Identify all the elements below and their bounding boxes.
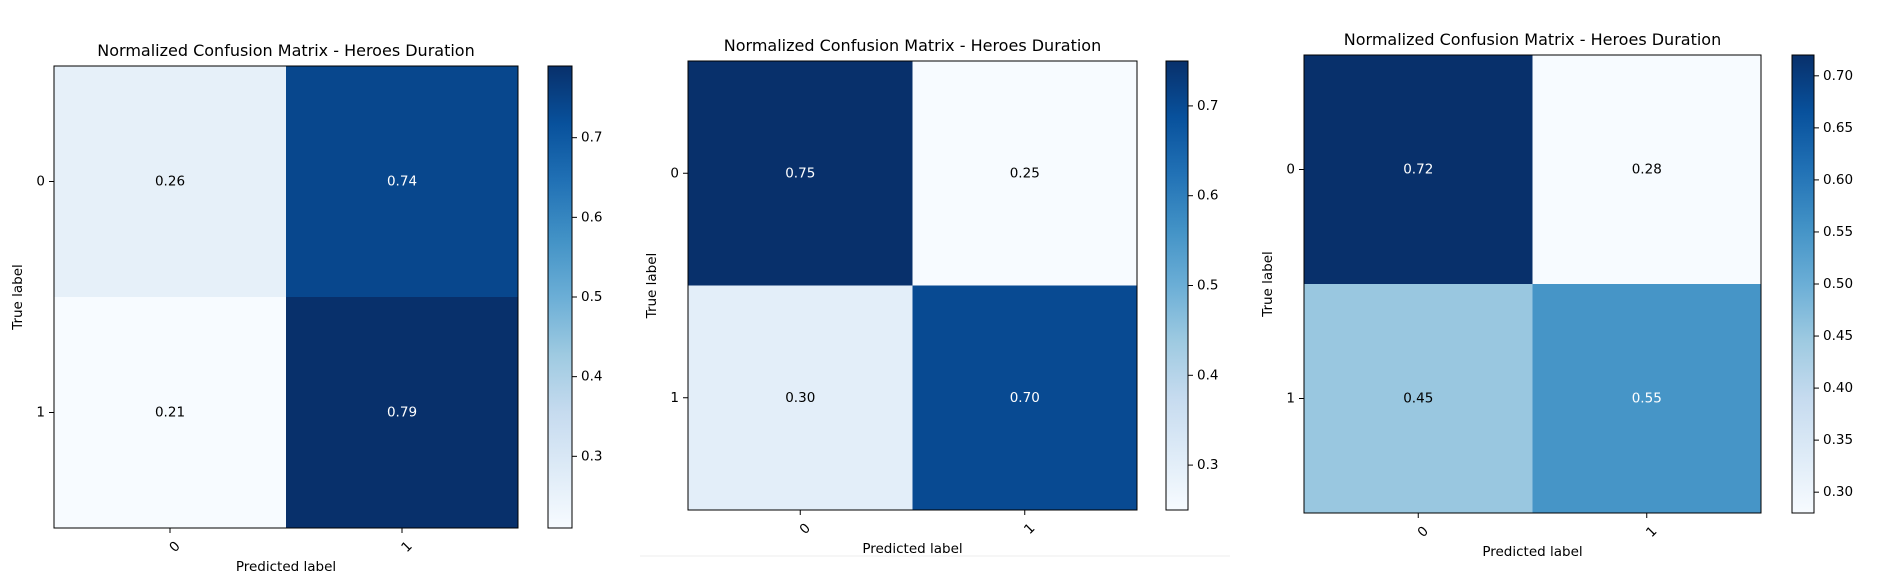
cell-value-label: 0.30 xyxy=(785,390,815,406)
colorbar-tick-label: 0.50 xyxy=(1823,276,1853,292)
matrix-cell xyxy=(912,61,1137,286)
x-tick-label: 0 xyxy=(166,538,183,555)
matrix-cell xyxy=(54,297,286,528)
matrix-cell xyxy=(286,297,518,528)
matrix-cell xyxy=(688,61,913,286)
colorbar-tick-label: 0.5 xyxy=(581,289,602,305)
y-tick-label: 1 xyxy=(670,390,679,406)
x-tick-label: 1 xyxy=(398,538,415,555)
x-tick-label: 1 xyxy=(1643,523,1660,540)
y-tick-label: 0 xyxy=(670,165,679,181)
colorbar-tick-label: 0.6 xyxy=(581,209,602,225)
y-axis-label: True label xyxy=(644,253,660,320)
colorbar-tick-label: 0.4 xyxy=(1197,367,1218,383)
x-axis-label: Predicted label xyxy=(1482,544,1582,560)
cell-value-label: 0.28 xyxy=(1632,162,1662,178)
colorbar-tick-label: 0.7 xyxy=(581,130,602,146)
matrix-cell xyxy=(1532,284,1761,513)
matrix-cell xyxy=(1532,55,1761,284)
cell-value-label: 0.45 xyxy=(1403,391,1433,407)
colorbar-tick-label: 0.3 xyxy=(1197,457,1218,473)
axes-frame xyxy=(1303,54,1762,514)
colorbar-tick-label: 0.3 xyxy=(581,448,602,464)
y-axis-label: True label xyxy=(1260,251,1276,318)
colorbar-tick-label: 0.65 xyxy=(1823,120,1853,136)
chart-title: Normalized Confusion Matrix - Heroes Dur… xyxy=(724,36,1101,55)
y-tick-label: 0 xyxy=(1286,162,1295,178)
confusion-matrix-panel-1: 0.26 0.74 0.21 0.79 Normalized Confusion Mat… xyxy=(10,41,602,575)
axes-frame xyxy=(53,65,519,529)
cell-value-label: 0.70 xyxy=(1010,390,1040,406)
cell-value-label: 0.26 xyxy=(155,174,185,190)
cell-value-label: 0.79 xyxy=(387,405,417,421)
x-tick-label: 0 xyxy=(1414,523,1431,540)
x-tick-label: 1 xyxy=(1021,520,1038,537)
matrix-cell xyxy=(912,285,1137,510)
matrix-cell xyxy=(54,66,286,297)
colorbar-tick-label: 0.30 xyxy=(1823,484,1853,500)
y-tick-label: 0 xyxy=(36,174,45,190)
matrix-cell xyxy=(1304,55,1533,284)
colorbar-tick-label: 0.70 xyxy=(1823,68,1853,84)
y-tick-label: 1 xyxy=(1286,391,1295,407)
confusion-matrix-panel-3: 0.72 0.28 0.45 0.55 Normalized Confusion Mat… xyxy=(1260,30,1853,560)
colorbar-tick-label: 0.60 xyxy=(1823,172,1853,188)
colorbar-tick-label: 0.40 xyxy=(1823,380,1853,396)
chart-title: Normalized Confusion Matrix - Heroes Dur… xyxy=(97,41,474,60)
chart-title: Normalized Confusion Matrix - Heroes Dur… xyxy=(1344,30,1721,49)
colorbar xyxy=(1165,60,1189,511)
colorbar xyxy=(547,65,573,529)
colorbar-tick-label: 0.5 xyxy=(1197,278,1218,294)
colorbar-tick-label: 0.45 xyxy=(1823,328,1853,344)
colorbar-tick-label: 0.4 xyxy=(581,369,602,385)
axes-frame xyxy=(687,60,1138,511)
cell-value-label: 0.25 xyxy=(1010,165,1040,181)
matrix-cell xyxy=(688,285,913,510)
matrix-cell xyxy=(1304,284,1533,513)
colorbar-tick-label: 0.7 xyxy=(1197,98,1218,114)
cell-value-label: 0.74 xyxy=(387,174,417,190)
colorbar-tick-label: 0.55 xyxy=(1823,224,1853,240)
cell-value-label: 0.21 xyxy=(155,405,185,421)
cell-value-label: 0.72 xyxy=(1403,162,1433,178)
x-tick-label: 0 xyxy=(796,520,813,537)
colorbar-tick-label: 0.35 xyxy=(1823,432,1853,448)
cell-value-label: 0.55 xyxy=(1632,391,1662,407)
colorbar-tick-label: 0.6 xyxy=(1197,188,1218,204)
y-tick-label: 1 xyxy=(36,405,45,421)
cell-value-label: 0.75 xyxy=(785,165,815,181)
y-axis-label: True label xyxy=(10,264,26,331)
x-axis-label: Predicted label xyxy=(862,541,962,557)
matrix-cell xyxy=(286,66,518,297)
colorbar xyxy=(1791,54,1815,514)
x-axis-label: Predicted label xyxy=(236,559,336,573)
